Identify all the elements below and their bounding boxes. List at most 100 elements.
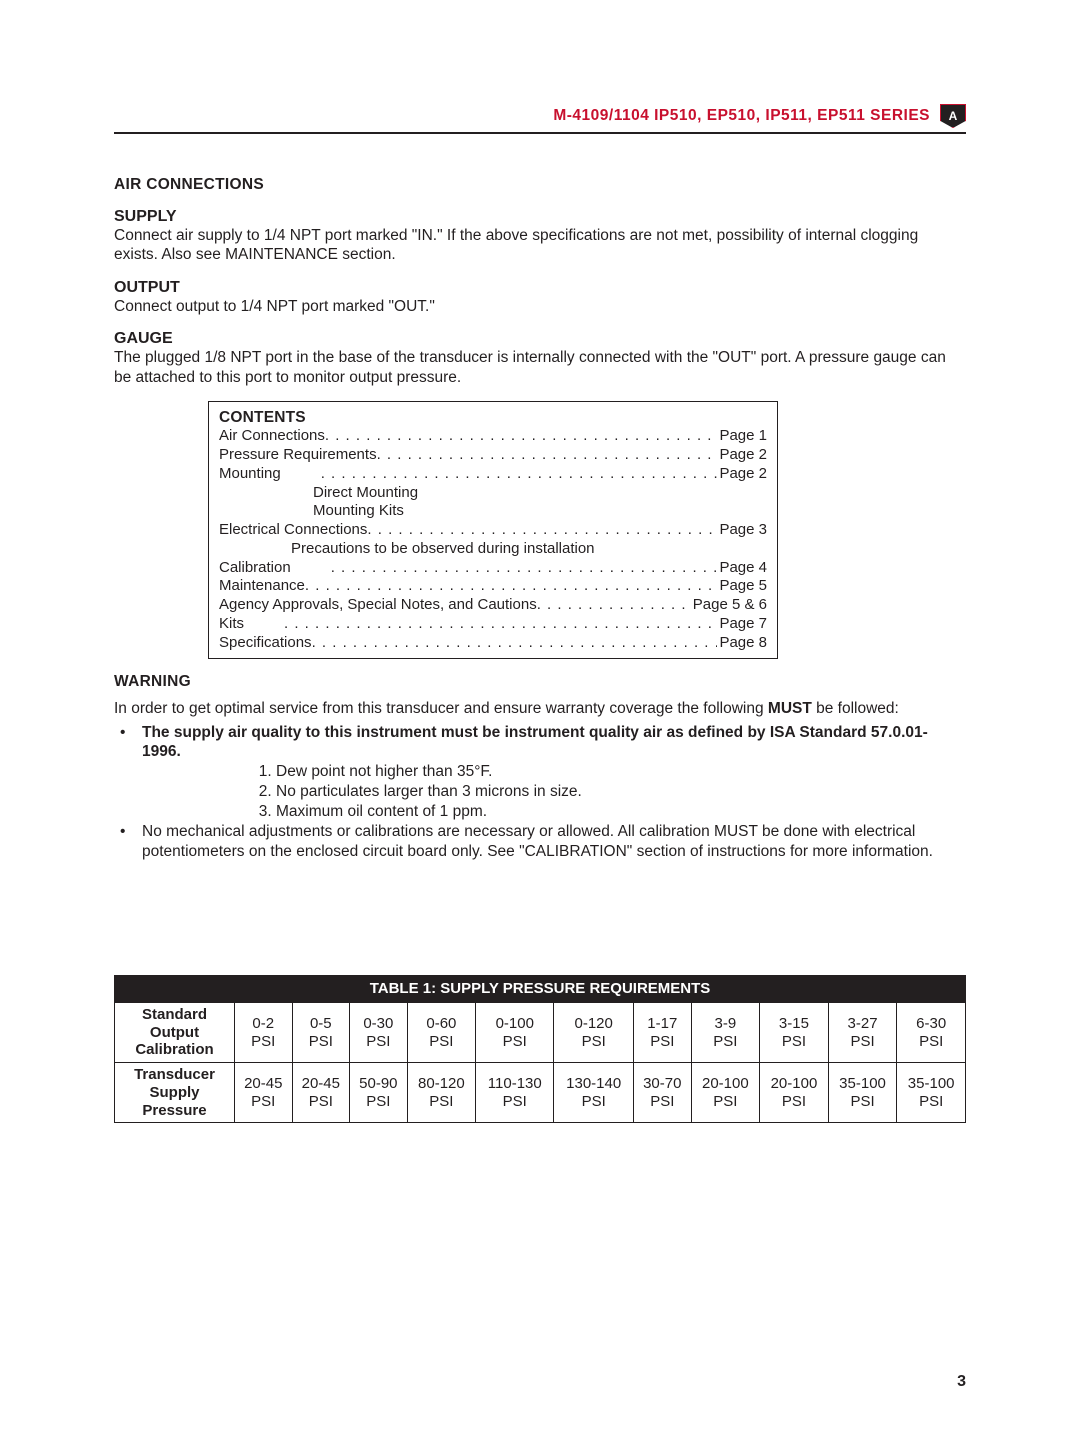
document-page: M-4109/1104 IP510, EP510, IP511, EP511 S… xyxy=(0,0,1080,1451)
warning-bullet-1: The supply air quality to this instrumen… xyxy=(114,723,966,822)
warning-numbered-list: Dew point not higher than 35°F.No partic… xyxy=(142,762,966,821)
warning-numbered-item: Maximum oil content of 1 ppm. xyxy=(276,802,966,822)
toc-label: Specifications xyxy=(219,634,312,653)
table-cell: 20-45PSI xyxy=(235,1063,293,1123)
row1-head-l2: Calibration xyxy=(135,1041,213,1058)
toc-dots xyxy=(321,465,718,484)
toc-dots xyxy=(284,615,717,634)
toc-row: Agency Approvals, Special Notes, and Cau… xyxy=(219,596,767,615)
warning-intro-suffix: be followed: xyxy=(812,700,899,717)
toc-dots xyxy=(312,634,718,653)
output-text: Connect output to 1/4 NPT port marked "O… xyxy=(114,297,966,316)
header-badge: A xyxy=(940,104,966,128)
toc-row: Calibration Page 4 xyxy=(219,559,767,578)
table-cell: 0-60PSI xyxy=(407,1003,476,1063)
table-cell: 6-30PSI xyxy=(897,1003,966,1063)
toc-label: Direct Mounting xyxy=(313,484,418,503)
toc-label: Maintenance xyxy=(219,577,305,596)
toc-row: Precautions to be observed during instal… xyxy=(219,540,767,559)
toc-page: Page 2 xyxy=(717,446,767,465)
warning-numbered-item: No particulates larger than 3 microns in… xyxy=(276,782,966,802)
table-cell: 0-5PSI xyxy=(292,1003,350,1063)
table-cell: 0-100PSI xyxy=(476,1003,554,1063)
table-cell: 20-100PSI xyxy=(691,1063,760,1123)
row2-head-l2: Supply Pressure xyxy=(142,1084,206,1119)
toc-dots xyxy=(325,427,718,446)
table-cell: 0-2PSI xyxy=(235,1003,293,1063)
toc-row: Maintenance Page 5 xyxy=(219,577,767,596)
table-cell: 30-70PSI xyxy=(634,1063,692,1123)
table-cell: 1-17PSI xyxy=(634,1003,692,1063)
toc-label: Agency Approvals, Special Notes, and Cau… xyxy=(219,596,537,615)
table-row: Transducer Supply Pressure 20-45PSI20-45… xyxy=(115,1063,966,1123)
toc-label: Kits xyxy=(219,615,284,634)
toc-row: Pressure Requirements Page 2 xyxy=(219,446,767,465)
table-cell: 50-90PSI xyxy=(350,1063,408,1123)
warning-bullet-2: No mechanical adjustments or calibration… xyxy=(114,822,966,862)
table-cell: 20-45PSI xyxy=(292,1063,350,1123)
toc-page: Page 2 xyxy=(717,465,767,484)
toc-row: Air Connections Page 1 xyxy=(219,427,767,446)
toc-page: Page 7 xyxy=(717,615,767,634)
table-cell: 20-100PSI xyxy=(760,1063,829,1123)
table-row: Standard Output Calibration 0-2PSI0-5PSI… xyxy=(115,1003,966,1063)
row2-head-l1: Transducer xyxy=(134,1066,215,1083)
row2-head: Transducer Supply Pressure xyxy=(115,1063,235,1123)
gauge-heading: GAUGE xyxy=(114,330,966,348)
toc-label: Electrical Connections xyxy=(219,521,367,540)
table-title-row: TABLE 1: SUPPLY PRESSURE REQUIREMENTS xyxy=(115,976,966,1003)
toc-page: Page 5 & 6 xyxy=(691,596,767,615)
warning-intro-bold: MUST xyxy=(768,700,812,717)
gauge-text: The plugged 1/8 NPT port in the base of … xyxy=(114,348,966,387)
toc-row: Electrical Connections Page 3 xyxy=(219,521,767,540)
table-cell: 0-30PSI xyxy=(350,1003,408,1063)
table-cell: 0-120PSI xyxy=(554,1003,634,1063)
page-number: 3 xyxy=(114,1373,966,1391)
warning-block: WARNING In order to get optimal service … xyxy=(114,673,966,861)
toc-page: Page 3 xyxy=(717,521,767,540)
table-cell: 3-9PSI xyxy=(691,1003,760,1063)
toc-row: Mounting Kits xyxy=(219,502,767,521)
air-connections-heading: AIR CONNECTIONS xyxy=(114,176,966,194)
contents-title: CONTENTS xyxy=(219,408,767,427)
toc-dots xyxy=(367,521,717,540)
toc-label: Mounting xyxy=(219,465,321,484)
warning-bullet-1-text: The supply air quality to this instrumen… xyxy=(142,724,928,761)
toc-row: Mounting Page 2 xyxy=(219,465,767,484)
toc-page: Page 8 xyxy=(717,634,767,653)
table-title: TABLE 1: SUPPLY PRESSURE REQUIREMENTS xyxy=(115,976,966,1003)
toc-dots xyxy=(377,446,718,465)
toc-container: Air ConnectionsPage 1Pressure Requiremen… xyxy=(219,427,767,652)
toc-label: Precautions to be observed during instal… xyxy=(291,540,595,559)
table-cell: 110-130PSI xyxy=(476,1063,554,1123)
table-cell: 80-120PSI xyxy=(407,1063,476,1123)
toc-dots xyxy=(537,596,691,615)
toc-row: Kits Page 7 xyxy=(219,615,767,634)
requirements-table: TABLE 1: SUPPLY PRESSURE REQUIREMENTS St… xyxy=(114,975,966,1123)
toc-dots xyxy=(305,577,718,596)
warning-numbered-item: Dew point not higher than 35°F. xyxy=(276,762,966,782)
toc-row: Direct Mounting xyxy=(219,484,767,503)
header-title: M-4109/1104 IP510, EP510, IP511, EP511 S… xyxy=(553,107,930,125)
toc-row: Specifications Page 8 xyxy=(219,634,767,653)
warning-intro: In order to get optimal service from thi… xyxy=(114,699,966,718)
toc-dots xyxy=(331,559,718,578)
toc-page: Page 5 xyxy=(717,577,767,596)
supply-heading: SUPPLY xyxy=(114,208,966,226)
supply-text: Connect air supply to 1/4 NPT port marke… xyxy=(114,226,966,265)
toc-label: Air Connections xyxy=(219,427,325,446)
warning-intro-prefix: In order to get optimal service from thi… xyxy=(114,700,768,717)
toc-label: Mounting Kits xyxy=(313,502,404,521)
row1-head-l1: Standard Output xyxy=(142,1006,207,1041)
table-cell: 35-100PSI xyxy=(897,1063,966,1123)
warning-bullets: The supply air quality to this instrumen… xyxy=(114,723,966,862)
output-heading: OUTPUT xyxy=(114,279,966,297)
toc-page: Page 1 xyxy=(717,427,767,446)
warning-heading: WARNING xyxy=(114,673,966,691)
toc-page: Page 4 xyxy=(717,559,767,578)
contents-box: CONTENTS Air ConnectionsPage 1Pressure R… xyxy=(208,401,778,659)
toc-label: Pressure Requirements xyxy=(219,446,377,465)
row1-head: Standard Output Calibration xyxy=(115,1003,235,1063)
table-cell: 3-27PSI xyxy=(828,1003,897,1063)
toc-label: Calibration xyxy=(219,559,331,578)
